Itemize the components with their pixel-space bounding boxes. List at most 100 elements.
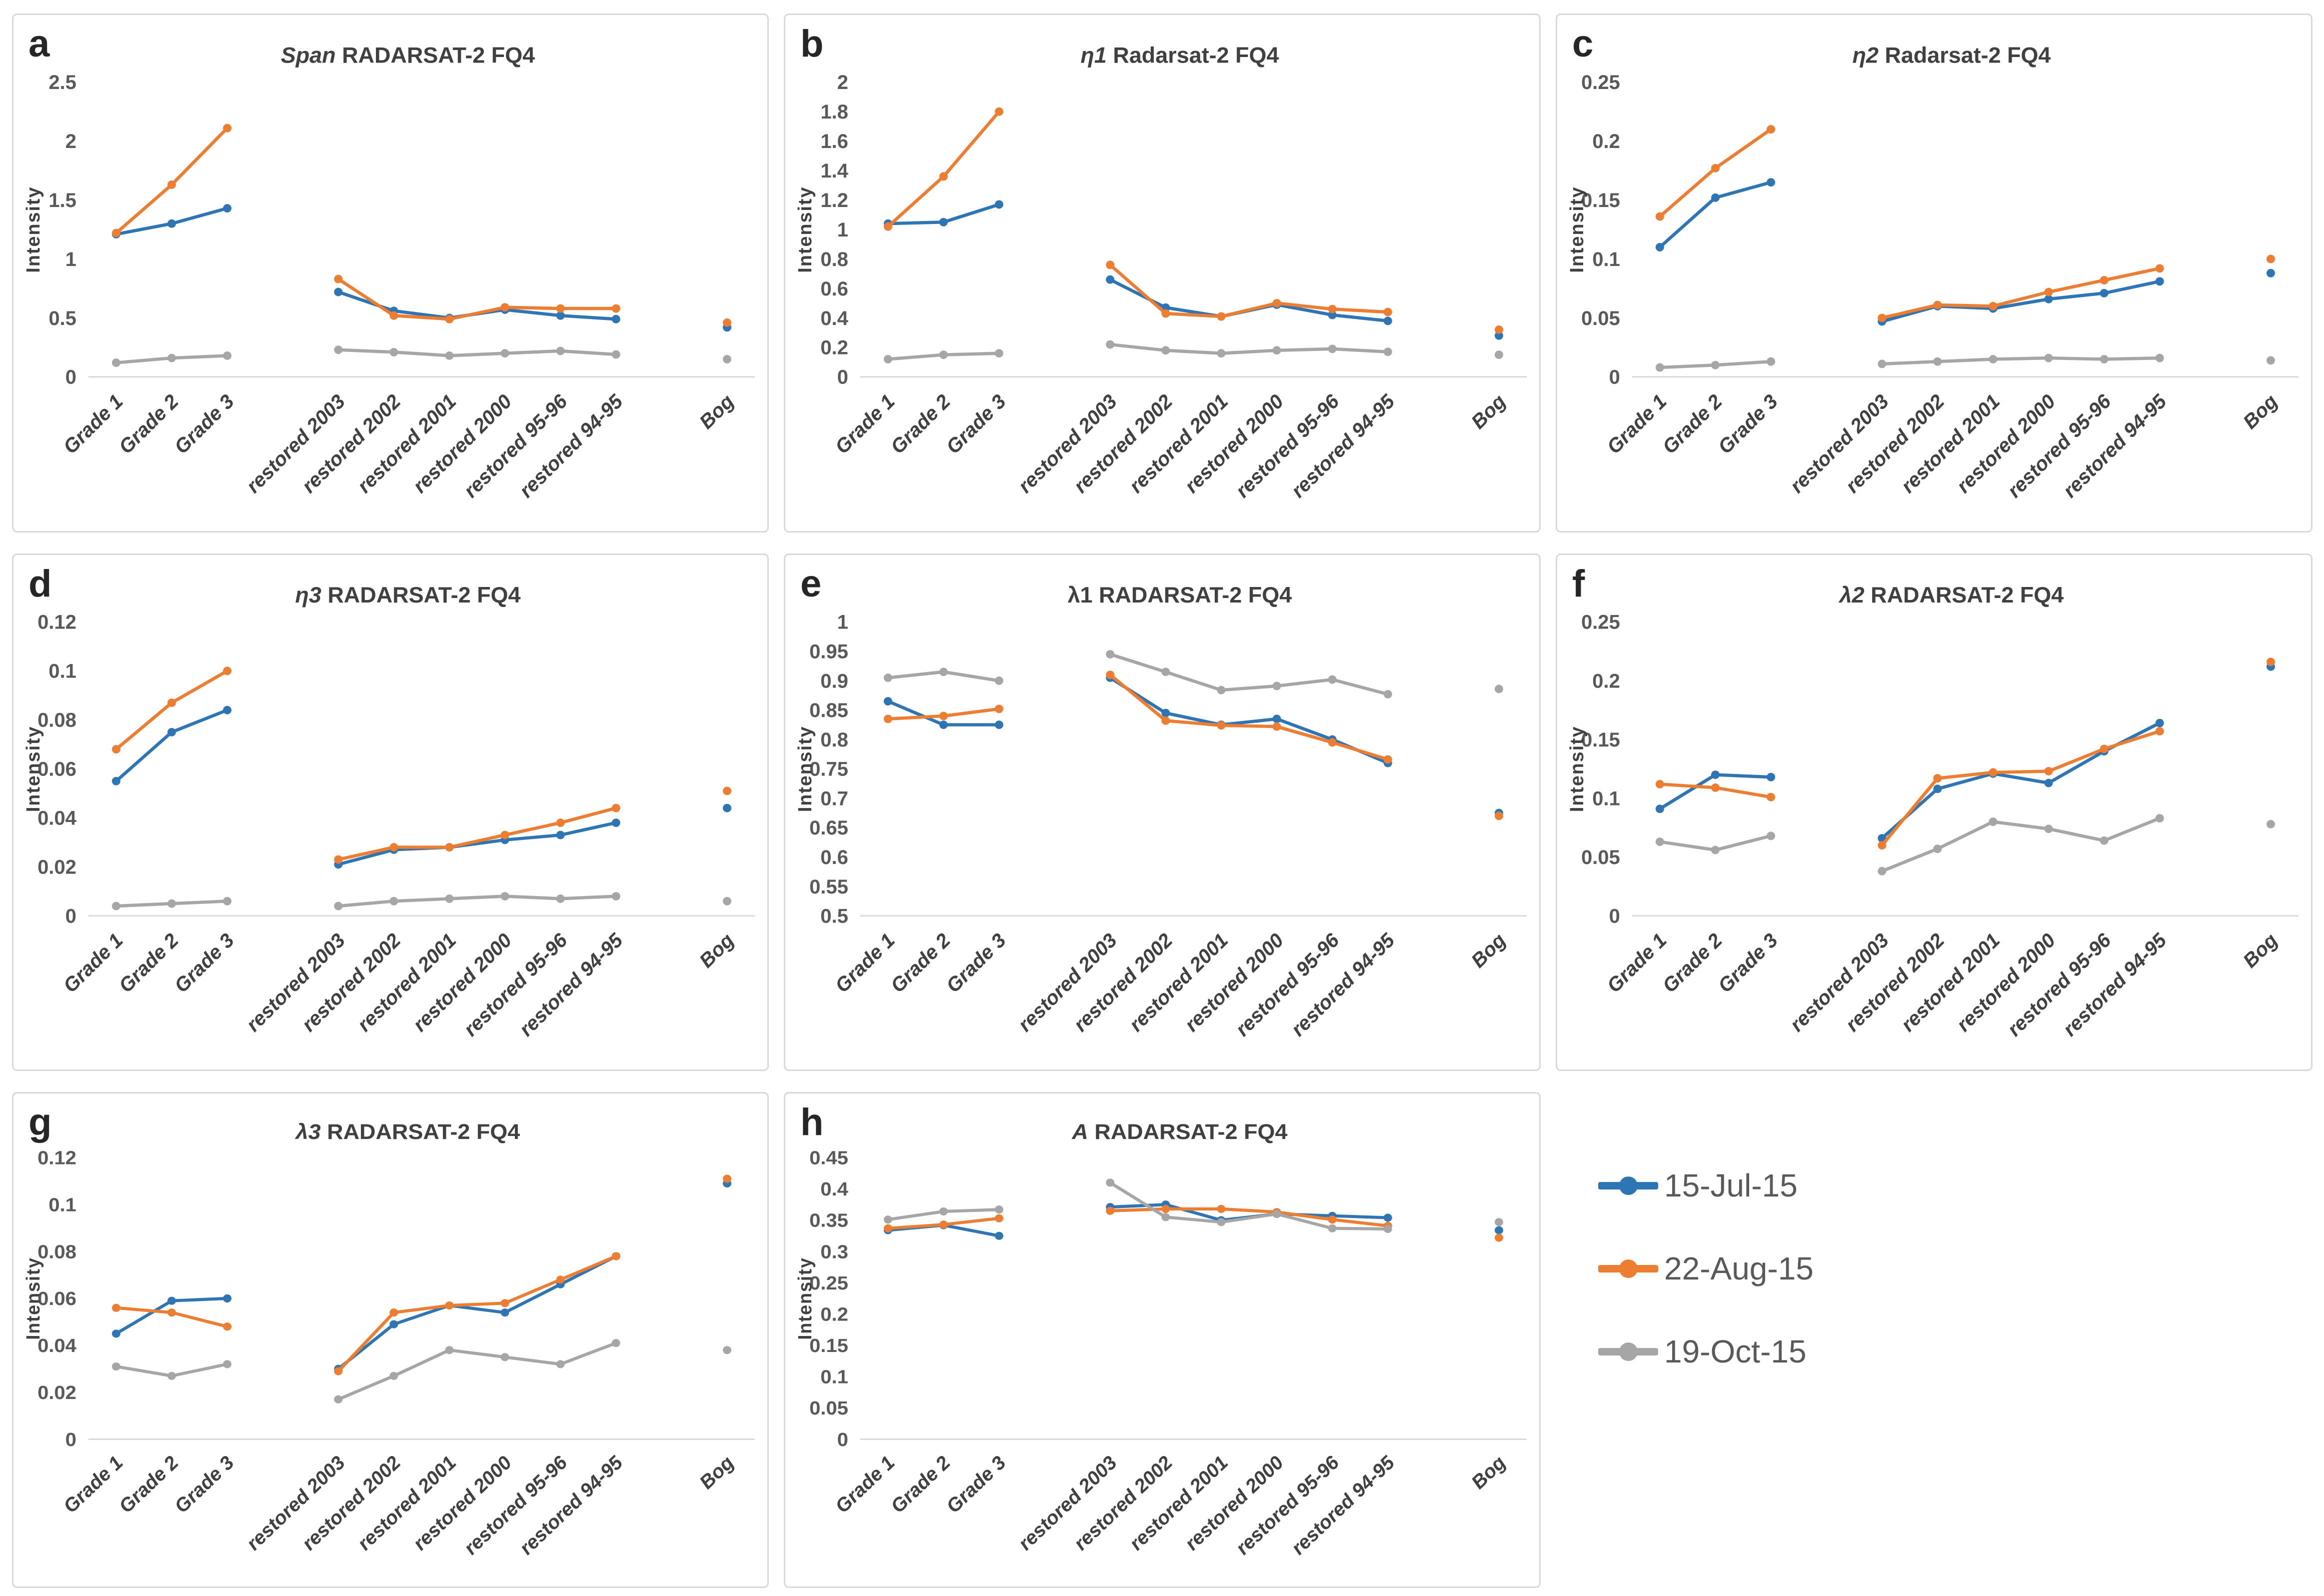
- data-point-19-Oct-15: [1272, 346, 1281, 355]
- chart-eta1: η1 Radarsat-2 FQ4 0 0.2 0.4 0.6 0.8 1 1.2 1.4 1.6…: [795, 42, 1527, 502]
- data-point-19-Oct-15: [1106, 1178, 1115, 1187]
- data-point-22-Aug-15: [722, 786, 731, 796]
- data-point-19-Oct-15: [1711, 846, 1720, 854]
- data-point-22-Aug-15: [2155, 264, 2164, 273]
- y-tick-label: 0.1: [820, 1367, 848, 1388]
- x-tick-label: restored 2003: [242, 1452, 349, 1554]
- data-point-22-Aug-15: [2044, 767, 2053, 776]
- data-point-19-Oct-15: [111, 358, 120, 367]
- y-tick-label: 0.2: [820, 337, 848, 359]
- data-point-22-Aug-15: [883, 222, 892, 231]
- data-point-15-Jul-15: [995, 720, 1004, 730]
- panel-letter-a: a: [28, 22, 50, 65]
- series-line-19-Oct-15: [1880, 816, 2162, 873]
- data-point-19-Oct-15: [1711, 360, 1720, 370]
- data-point-22-Aug-15: [1494, 326, 1503, 334]
- x-tick-label: restored 2000: [409, 1452, 516, 1554]
- data-point-15-Jul-15: [611, 818, 620, 827]
- data-point-19-Oct-15: [1767, 357, 1776, 366]
- x-tick-label: restored 94-95: [515, 929, 627, 1040]
- y-tick-label: 0.06: [37, 758, 76, 780]
- data-point-22-Aug-15: [1161, 716, 1170, 725]
- panel-c: c η2 Radarsat-2 FQ4 0 0.05 0.1 0.15 0.2 0.25 In…: [1556, 14, 2313, 532]
- series-line-19-Oct-15: [1108, 652, 1390, 696]
- chart-anisotropy: A RADARSAT-2 FQ4 0 0.05 0.1 0.15 0.2 0.25 0.3 0.…: [794, 1120, 1527, 1559]
- data-point-22-Aug-15: [1989, 302, 1998, 310]
- chart-lambda1: λ1 RADARSAT-2 FQ4 0.5 0.55 0.6 0.65 0.7 0.75 0.…: [795, 582, 1527, 1040]
- series-line-22-Aug-15: [1108, 1207, 1390, 1228]
- x-tick-label: Grade 1: [59, 930, 127, 997]
- x-tick-label: restored 2001: [1125, 930, 1232, 1036]
- data-point-22-Aug-15: [1217, 1204, 1226, 1213]
- x-tick-label: restored 2000: [1181, 1452, 1288, 1554]
- data-point-22-Aug-15: [500, 830, 509, 840]
- data-point-22-Aug-15: [995, 107, 1004, 116]
- data-point-22-Aug-15: [2044, 288, 2053, 296]
- data-point-22-Aug-15: [500, 1299, 509, 1308]
- y-tick-label: 0.04: [37, 808, 76, 830]
- data-point-22-Aug-15: [1989, 768, 1998, 777]
- panel-f: f λ2 RADARSAT-2 FQ4 0 0.05 0.1 0.15 0.2 0.25 In…: [1556, 554, 2313, 1071]
- y-tick-label: 0: [65, 366, 76, 388]
- data-point-15-Jul-15: [2155, 718, 2164, 728]
- data-point-22-Aug-15: [223, 666, 232, 676]
- y-tick-label: 0.25: [809, 1273, 848, 1294]
- y-tick-label: 0: [65, 906, 76, 928]
- legend-dot-icon: [1619, 1260, 1638, 1278]
- data-point-22-Aug-15: [1711, 783, 1720, 792]
- x-tick-label: Bog: [2239, 390, 2282, 434]
- series-line-15-Jul-15: [1880, 280, 2162, 324]
- data-point-19-Oct-15: [1989, 354, 1998, 364]
- chart-lambda3: λ3 RADARSAT-2 FQ4 0 0.02 0.04 0.06 0.08 0.1 0.1…: [22, 1120, 755, 1559]
- panel-letter-b: b: [800, 22, 824, 65]
- data-point-19-Oct-15: [883, 354, 892, 364]
- data-point-15-Jul-15: [556, 830, 565, 840]
- series-line-22-Aug-15: [1658, 128, 1773, 218]
- data-point-19-Oct-15: [722, 354, 731, 364]
- data-point-19-Oct-15: [611, 892, 620, 900]
- data-point-19-Oct-15: [2266, 356, 2275, 365]
- data-point-22-Aug-15: [1106, 260, 1115, 270]
- data-point-22-Aug-15: [556, 818, 565, 827]
- x-tick-label: Grade 1: [831, 1452, 899, 1517]
- y-tick-label: 0: [65, 1430, 76, 1450]
- y-axis-label: Intensity: [1567, 726, 1588, 812]
- chart-eta3: η3 RADARSAT-2 FQ4 0 0.02 0.04 0.06 0.08 0.1 0.1…: [23, 582, 755, 1040]
- data-point-19-Oct-15: [556, 346, 565, 356]
- x-tick-label: restored 94-95: [515, 390, 627, 502]
- data-point-19-Oct-15: [1328, 675, 1337, 684]
- panel-letter-h: h: [800, 1101, 824, 1144]
- y-tick-label: 0.2: [1592, 130, 1620, 152]
- x-tick-label: Grade 3: [942, 930, 1010, 997]
- x-tick-label: Grade 3: [942, 390, 1010, 458]
- data-point-22-Aug-15: [1328, 304, 1337, 314]
- data-point-19-Oct-15: [111, 1362, 120, 1371]
- data-point-22-Aug-15: [111, 745, 120, 754]
- x-tick-label: restored 2003: [1786, 930, 1893, 1036]
- y-tick-label: 0.04: [37, 1336, 76, 1356]
- data-point-15-Jul-15: [1655, 242, 1664, 252]
- y-tick-label: 0.8: [820, 729, 848, 751]
- panel-h: h A RADARSAT-2 FQ4 0 0.05 0.1 0.15 0.2 0.25 0.3…: [784, 1092, 1541, 1588]
- data-point-19-Oct-15: [223, 1360, 232, 1368]
- data-point-19-Oct-15: [1106, 650, 1115, 658]
- x-tick-label: Grade 1: [1603, 390, 1671, 458]
- x-tick-label: restored 2000: [1181, 390, 1288, 498]
- data-point-15-Jul-15: [2100, 288, 2109, 298]
- data-point-19-Oct-15: [1383, 348, 1392, 356]
- data-point-19-Oct-15: [1767, 832, 1776, 840]
- panel-g: g λ3 RADARSAT-2 FQ4 0 0.02 0.04 0.06 0.08 0.1 0…: [12, 1092, 769, 1588]
- data-point-22-Aug-15: [334, 274, 343, 284]
- data-point-15-Jul-15: [1767, 178, 1776, 187]
- chart-title: A RADARSAT-2 FQ4: [1071, 1120, 1288, 1144]
- data-point-22-Aug-15: [1161, 1204, 1170, 1213]
- data-point-22-Aug-15: [1933, 300, 1942, 310]
- y-axis-label: Intensity: [795, 186, 816, 272]
- chart-title: η3 RADARSAT-2 FQ4: [295, 582, 520, 608]
- y-tick-label: 2.5: [48, 72, 76, 94]
- y-axis-label: Intensity: [23, 186, 44, 272]
- data-point-22-Aug-15: [1933, 774, 1942, 782]
- y-tick-label: 0.1: [48, 1194, 76, 1216]
- data-point-19-Oct-15: [389, 1372, 398, 1380]
- data-point-19-Oct-15: [1933, 357, 1942, 366]
